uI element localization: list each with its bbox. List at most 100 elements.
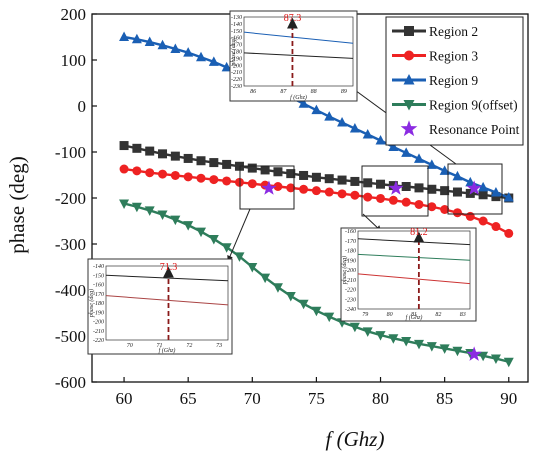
data-point <box>478 216 488 226</box>
data-point <box>299 184 309 194</box>
legend-item: Region 9 <box>392 73 478 88</box>
inset-y-tick-label: -160 <box>93 283 104 289</box>
resonance-point <box>261 180 277 195</box>
data-point <box>401 147 412 157</box>
y-tick-label: -500 <box>55 327 86 346</box>
data-point <box>298 299 309 310</box>
data-point <box>183 221 194 231</box>
data-point <box>440 186 450 196</box>
data-point <box>196 156 206 166</box>
legend: Region 2 Region 3 Region 9 Region 9(offset)… <box>385 16 524 146</box>
data-point <box>234 252 245 262</box>
data-point <box>324 187 334 197</box>
zoom-box <box>239 165 295 210</box>
data-point <box>311 172 321 182</box>
data-point <box>222 159 232 169</box>
x-axis-title: f (Ghz) <box>326 427 385 451</box>
inset-x-tick-label: 79 <box>362 312 368 318</box>
data-point <box>349 322 360 333</box>
data-point <box>170 170 180 180</box>
data-point <box>311 306 322 317</box>
data-point <box>504 228 514 238</box>
data-point <box>299 170 309 180</box>
legend-label: Region 3 <box>429 49 478 64</box>
data-point <box>272 283 283 293</box>
x-tick-label: 85 <box>436 389 453 408</box>
inset-x-tick-label: 82 <box>435 312 441 318</box>
data-point <box>311 186 321 196</box>
data-point <box>503 192 514 202</box>
inset-x-tick-label: 72 <box>186 343 192 349</box>
inset-2: 81.2 -160 -170 -180 -190 -200 -210 -220 -230 -240… <box>340 227 477 322</box>
data-point <box>401 197 411 207</box>
data-point <box>234 177 244 187</box>
data-point <box>362 327 373 337</box>
data-point <box>131 33 142 44</box>
data-point <box>375 331 386 341</box>
data-point <box>401 182 411 191</box>
data-point <box>375 135 386 145</box>
data-point <box>363 192 373 202</box>
y-tick-label: -300 <box>55 235 86 254</box>
inset-y-axis-title: phase (deg) <box>230 37 237 66</box>
inset-y-tick-label: -200 <box>93 320 104 326</box>
data-point <box>388 181 398 191</box>
data-point <box>350 190 360 200</box>
data-point <box>324 111 335 121</box>
inset-y-tick-label: -160 <box>345 229 356 235</box>
inset-frame <box>357 230 471 310</box>
data-point <box>452 187 462 197</box>
data-point <box>401 337 412 347</box>
inset-x-tick-label: 81 <box>411 312 417 318</box>
data-point <box>132 143 142 153</box>
data-point <box>376 193 386 203</box>
data-point <box>324 312 335 323</box>
inset-y-tick-label: -170 <box>345 239 356 245</box>
data-point <box>196 227 206 238</box>
inset-y-tick-label: -200 <box>231 63 242 69</box>
inset-y-tick-label: -190 <box>345 258 356 264</box>
inset-y-tick-label: -180 <box>93 301 104 307</box>
data-point <box>158 169 168 179</box>
data-point <box>285 291 296 302</box>
inset-y-tick-label: -240 <box>345 306 356 313</box>
data-point <box>427 202 437 212</box>
data-point <box>337 175 347 185</box>
data-point <box>208 56 219 66</box>
y-tick-label: 200 <box>61 5 87 24</box>
x-tick-label: 70 <box>244 389 261 408</box>
y-tick-label: -200 <box>55 189 86 208</box>
data-point <box>170 151 180 161</box>
inset-frame <box>105 265 229 341</box>
data-point <box>234 161 244 171</box>
data-point <box>491 192 501 202</box>
legend-item: Region 3 <box>392 49 478 64</box>
data-point <box>388 334 399 344</box>
data-point <box>221 243 232 253</box>
data-point <box>452 346 463 357</box>
data-point <box>221 61 232 72</box>
legend-item: Resonance Point <box>400 120 520 137</box>
data-point <box>426 159 437 169</box>
inset-x-tick-label: 87 <box>280 89 287 95</box>
inset-x-tick-label: 88 <box>311 89 317 95</box>
inset-resonance-label: 81.2 <box>410 227 428 238</box>
data-point <box>119 141 129 151</box>
y-tick-label: -400 <box>55 281 86 300</box>
x-tick-label: 90 <box>500 389 517 408</box>
inset-1: 87.3 -130-140-150-160-170-180-190-200-210… <box>229 10 358 102</box>
inset-series-line <box>243 31 354 44</box>
data-point <box>376 179 386 189</box>
inset-y-tick-label: -230 <box>345 297 356 303</box>
inset-y-tick-label: -130 <box>231 15 242 21</box>
data-point <box>414 199 424 209</box>
x-tick-label: 60 <box>116 389 133 408</box>
inset-resonance-label: 87.3 <box>284 13 302 24</box>
inset-y-tick-label: -150 <box>231 29 242 35</box>
legend-label: Region 2 <box>429 24 478 39</box>
data-point <box>465 176 476 187</box>
data-point <box>119 199 130 210</box>
inset-x-axis-title: f (Ghz) <box>159 347 176 354</box>
data-point <box>273 182 283 191</box>
